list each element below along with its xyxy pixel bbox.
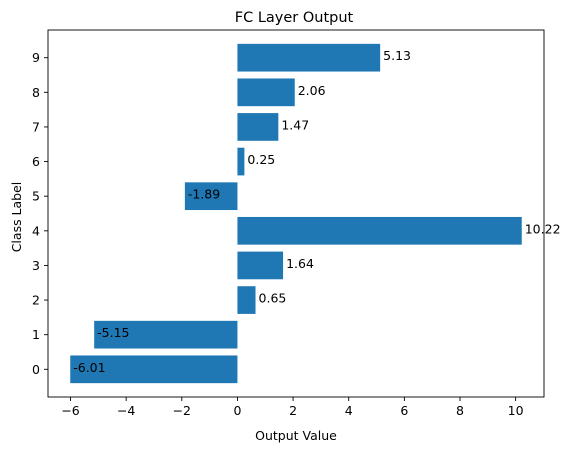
- bar-class-5: [184, 182, 238, 211]
- x-tick-label: 6: [400, 403, 408, 418]
- y-tick-label: 5: [32, 189, 40, 204]
- data-label-class-7: 1.47: [281, 117, 309, 132]
- bar-class-1: [94, 320, 238, 349]
- plot-frame: [47, 29, 545, 398]
- y-axis-ticks: 0 1 2 3 4 5 6 7 8 9: [32, 50, 48, 377]
- bar-class-9: [237, 43, 381, 72]
- x-tick-label: 4: [345, 403, 353, 418]
- x-axis-ticks: −6 −4 −2 0 2 4 6 8 10: [61, 397, 524, 418]
- x-tick-label: 10: [508, 403, 524, 418]
- bar-class-6: [237, 147, 245, 176]
- y-tick-label: 8: [32, 85, 40, 100]
- data-label-class-9: 5.13: [383, 48, 411, 63]
- data-label-class-0: -6.01: [73, 360, 105, 375]
- y-tick-label: 2: [32, 293, 40, 308]
- y-tick-label: 1: [32, 327, 40, 342]
- data-label-class-5: -1.89: [188, 187, 220, 202]
- y-axis-label: Class Label: [9, 182, 24, 253]
- x-tick-label: −4: [117, 403, 135, 418]
- y-tick-label: 3: [32, 258, 40, 273]
- y-tick-label: 6: [32, 154, 40, 169]
- bar-class-8: [237, 78, 295, 107]
- bar-class-4: [237, 216, 522, 245]
- y-tick-label: 0: [32, 362, 40, 377]
- bar-class-2: [237, 286, 256, 314]
- data-labels-layer: -6.01 -5.15 0.65 1.64 10.22 -1.89 0.25 1.47 2.06…: [73, 48, 560, 375]
- x-tick-label: 0: [233, 403, 241, 418]
- y-tick-label: 4: [32, 223, 40, 238]
- data-label-class-6: 0.25: [247, 152, 275, 167]
- y-tick-label: 7: [32, 119, 40, 134]
- bars-layer: [70, 43, 522, 384]
- x-tick-label: 2: [289, 403, 297, 418]
- x-tick-label: −2: [173, 403, 191, 418]
- data-label-class-1: -5.15: [97, 325, 129, 340]
- data-label-class-4: 10.22: [525, 221, 561, 236]
- y-tick-label: 9: [32, 50, 40, 65]
- bar-class-0: [70, 355, 238, 384]
- x-tick-label: 8: [456, 403, 464, 418]
- data-label-class-8: 2.06: [298, 83, 326, 98]
- x-tick-label: −6: [61, 403, 79, 418]
- x-axis-label: Output Value: [255, 428, 337, 443]
- data-label-class-2: 0.65: [259, 291, 287, 306]
- bar-class-7: [237, 113, 279, 141]
- bar-class-3: [237, 251, 284, 280]
- data-label-class-3: 1.64: [286, 256, 314, 271]
- chart-title: FC Layer Output: [235, 10, 354, 26]
